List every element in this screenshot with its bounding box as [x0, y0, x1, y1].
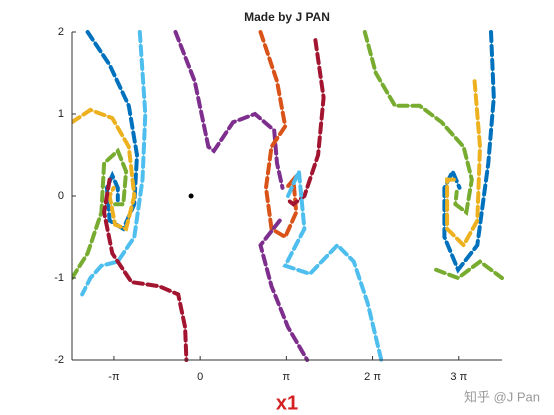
y-tick-label: -1: [54, 272, 64, 284]
y-tick-label: 1: [58, 108, 64, 120]
y-tick-label: 0: [58, 190, 64, 202]
trajectory-dashes: [85, 30, 140, 232]
chart-title: Made by J PAN: [244, 10, 330, 24]
axis-mask-left: [0, 30, 72, 362]
x-tick-label: -π: [108, 371, 120, 383]
trajectory-dashes: [434, 259, 504, 281]
trajectory-line: [103, 179, 187, 361]
trajectory-dashes: [80, 30, 148, 297]
trajectory-dashes: [258, 218, 310, 362]
x-tick-label: 3 π: [450, 371, 467, 383]
x-axis-label: x1: [276, 392, 298, 414]
trajectory-dashes: [173, 30, 285, 190]
trajectory-line: [175, 31, 283, 188]
x-tick-label: 2 π: [364, 371, 381, 383]
x-tick-label: 0: [197, 371, 203, 383]
trajectory-dashes: [102, 177, 189, 362]
trajectory-line: [364, 31, 473, 214]
trajectory-dashes: [70, 147, 129, 280]
trajectory-dashes: [70, 107, 137, 232]
trajectory-dashes: [445, 79, 483, 249]
trajectory-dashes: [286, 38, 326, 207]
trajectory-dashes: [362, 30, 474, 216]
trajectory-dashes: [282, 163, 384, 362]
trajectory-dashes: [442, 30, 496, 274]
y-tick-label: 2: [58, 26, 64, 38]
x-tick-label: π: [283, 371, 291, 383]
trajectory-dashes: [258, 30, 299, 240]
watermark: 知乎 @J Pan: [464, 389, 540, 404]
trajectory-line: [260, 220, 308, 361]
trajectory-line: [87, 31, 138, 230]
point: [188, 193, 194, 199]
y-tick-label: -2: [54, 354, 64, 366]
